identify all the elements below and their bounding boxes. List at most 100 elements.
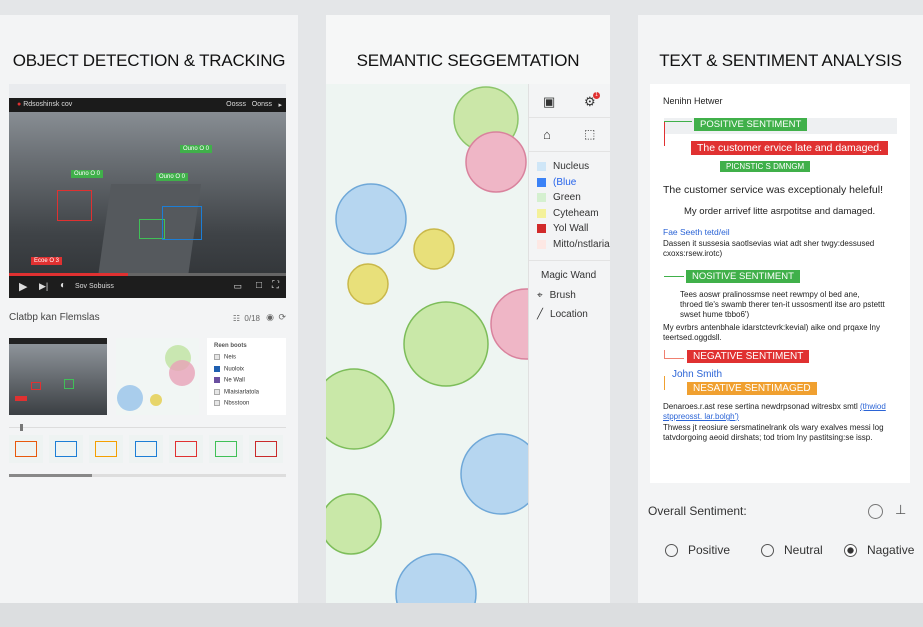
volume-icon[interactable]: ◐ [60,280,67,291]
list-icon[interactable]: ☷ [232,314,240,323]
paragraph-line: Dassen it sussesia saotlsevias wiat adt … [663,239,875,248]
sentiment-option[interactable]: Nagative [844,543,914,557]
legend-item: Nbsstoon [214,400,279,407]
detection-box[interactable] [162,206,202,240]
segmentation-panel: SEMANTIC SEGGEMTATION ▣ ⚙ 1 ⌂ ⬚ Nucleus (… [326,15,610,603]
player-controls: ▶ ▶| ◐ Sov Sobuiss ▭ □ ⛶ [9,276,286,298]
timeline-track[interactable] [9,424,286,431]
more-icon[interactable]: ▸ [278,102,282,109]
seek-progress [9,273,129,276]
radio-button[interactable] [665,543,678,557]
paragraph-line: throed tle's swamb therer ten-it ussosme… [680,300,885,309]
tool-brush[interactable]: ⌖ Brush [537,290,576,301]
class-swatch [537,239,546,249]
bottom-strip [0,603,923,627]
seek-bar[interactable] [9,273,286,276]
sentiment-option[interactable]: Positive [665,543,730,557]
class-swatch [537,208,546,218]
radio-button[interactable] [761,543,774,557]
detection-box[interactable] [57,190,92,221]
object-detection-panel: OBJECT DETECTION & TRACKING ● Rdsoshinsk… [0,15,298,603]
sentiment-option[interactable]: Neutral [761,543,823,557]
image-icon[interactable]: ▣ [543,94,556,109]
video-sky [9,84,286,98]
captions-icon[interactable]: ▭ [233,281,242,291]
class-item[interactable]: Yol Wall [537,223,588,234]
class-item[interactable]: Cyteheam [537,208,599,219]
frame-thumbnail[interactable] [49,435,83,463]
frame-thumbnail[interactable] [169,435,203,463]
video-title-bar: ● Rdsoshinsk cov Oosss Oonss ▸ [9,98,286,112]
timeline-handle[interactable] [20,424,24,431]
frame-thumbnail[interactable] [129,435,163,463]
sentiment-badge: NEGATIVE SENTIMENT [687,350,810,363]
sentiment-badge: POSITIVE SENTIMENT [694,118,808,131]
sentence[interactable]: The customer service was exceptionaly he… [663,184,884,196]
frame-thumbnail[interactable] [89,435,123,463]
brush-icon: ⌖ [537,290,543,301]
sentiment-badge: NESATIVE SENTIMAGED [687,382,817,395]
frame-thumbnail[interactable] [209,435,243,463]
class-swatch [537,224,546,233]
segmentation-canvas[interactable] [326,84,528,603]
refresh-icon[interactable]: ⟳ [278,312,286,322]
detection-label: Ecoe O 3 [31,257,63,265]
paragraph-line: Tees aoswr pralinossmse neet rewmpy ol b… [680,290,860,299]
paragraph-line: teertsed.oggdsll. [663,333,722,342]
legend-item: Ne Wall [214,377,279,384]
export-icon[interactable]: ⊥ [895,502,907,517]
class-item[interactable]: (Blue [537,177,576,188]
time-label: Sov Sobuiss [75,283,114,290]
line-icon: ╱ [537,309,544,320]
class-item[interactable]: Mitto/nstlaria [537,239,610,250]
tool-location[interactable]: ╱ Location [537,309,588,320]
sentiment-badge: PICNSTIC S DMNGM [720,161,811,172]
sentence[interactable]: My order arrivef litte asrpotitse and da… [684,206,876,217]
video-menu-1[interactable]: Oosss [226,101,246,108]
link[interactable]: stppreosst. lar.bolgh') [663,412,739,421]
tool-magic-wand[interactable]: Magic Wand [541,270,597,281]
detection-label: Ouno O 0 [71,170,104,178]
scrollbar-thumb[interactable] [9,474,93,477]
home-icon[interactable]: ⌂ [543,127,551,142]
next-icon[interactable]: ▶| [39,281,49,291]
overall-sentiment-label: Overall Sentiment: [648,504,747,518]
panel-title: TEXT & SENTIMENT ANALYSIS [659,51,902,70]
video-menu-2[interactable]: Oonss [251,101,272,108]
settings-icon[interactable]: ⚙ [584,94,596,109]
detection-label: Ouno O 0 [156,173,189,181]
link[interactable]: Fae Seeth tetd/eil [663,227,730,237]
horizontal-scrollbar[interactable] [9,474,286,477]
detection-label: Ouno O 0 [180,145,213,153]
theater-icon[interactable]: □ [255,280,262,291]
highlighted-sentence[interactable]: The customer ervice late and damaged. [691,141,889,155]
fullscreen-icon[interactable]: ⛶ [272,280,279,291]
text-analysis-card: Nenihn Hetwer POSITIVE SENTIMENT The cus… [650,84,910,483]
card-header: Nenihn Hetwer [663,96,723,106]
paragraph-line: swset hume tbbo6') [680,310,750,319]
caption-label: Clatbp kan Flemslas [9,312,100,323]
class-item[interactable]: Green [537,192,581,203]
link[interactable]: (thwiod [860,402,886,411]
person-name[interactable]: John Smith [672,369,723,380]
video-player[interactable]: ● Rdsoshinsk cov Oosss Oonss ▸ Ouno O 0 … [9,84,286,298]
sentiment-panel: TEXT & SENTIMENT ANALYSIS Nenihn Hetwer … [638,15,923,603]
caption-row: Clatbp kan Flemslas ☷ 0/18 ◉ ⟳ [9,312,286,323]
overall-radio[interactable] [868,504,883,519]
frame-thumbnail[interactable] [9,435,43,463]
record-icon[interactable]: ◉ [266,312,274,322]
paragraph-line: cxoxs:rsew.irotc) [663,249,723,258]
radio-button[interactable] [844,543,857,557]
class-item[interactable]: Nucleus [537,161,589,172]
frame-thumbnail[interactable] [249,435,283,463]
detection-thumbnail[interactable] [9,338,107,415]
frame-strip [9,435,286,467]
play-icon[interactable]: ▶ [19,281,28,293]
video-title: Rdsoshinsk cov [23,101,73,108]
class-swatch [537,177,546,187]
segmentation-thumbnail[interactable] [116,338,199,415]
segmentation-sidebar: ▣ ⚙ 1 ⌂ ⬚ Nucleus (Blue Green Cyteheam Yol W… [528,84,610,603]
select-region-icon[interactable]: ⬚ [584,127,596,141]
detection-box[interactable] [139,219,165,239]
paragraph-line: Denaroes.r.ast rese sertina newdrpsonad … [663,402,886,411]
